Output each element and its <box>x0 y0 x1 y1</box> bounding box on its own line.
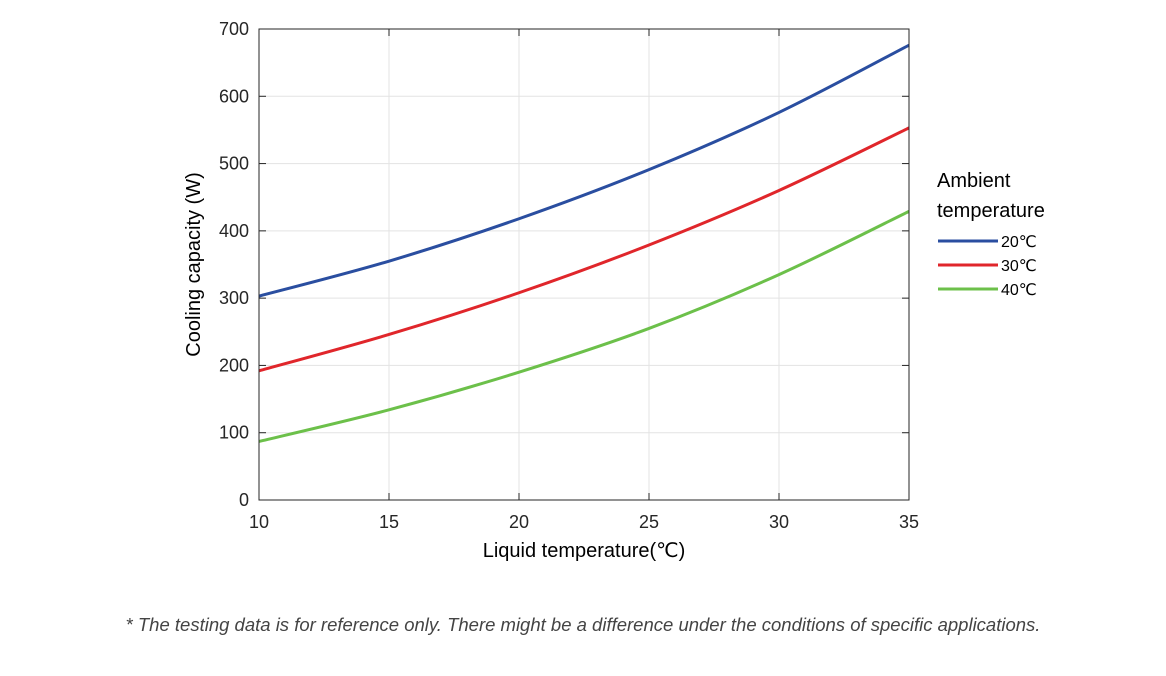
legend: Ambient temperature 20℃ 30℃ 40℃ <box>937 170 1045 299</box>
series-line-20℃ <box>258 43 910 298</box>
y-tick-label: 400 <box>219 221 249 241</box>
x-tick-label: 10 <box>249 512 269 532</box>
x-tick-label: 20 <box>509 512 529 532</box>
footnote: * The testing data is for reference only… <box>125 614 1041 635</box>
x-tick-label: 35 <box>899 512 919 532</box>
x-tick-label: 25 <box>639 512 659 532</box>
x-axis-title: Liquid temperature(℃) <box>483 540 686 562</box>
legend-title-line-2: temperature <box>937 200 1045 222</box>
x-tick-label: 30 <box>769 512 789 532</box>
y-tick-label: 600 <box>219 86 249 106</box>
series-line-40℃ <box>258 209 910 443</box>
y-tick-label: 300 <box>219 288 249 308</box>
grid <box>259 29 909 500</box>
plot-frame <box>258 28 910 501</box>
y-tick-label: 700 <box>219 19 249 39</box>
x-tick-label: 15 <box>379 512 399 532</box>
y-tick-label: 200 <box>219 355 249 375</box>
axis-ticks: 10 15 20 25 30 35 0 100 200 300 400 500 600 700 <box>219 19 919 532</box>
y-axis-title: Cooling capacity (W) <box>183 172 205 357</box>
legend-label: 20℃ <box>1001 234 1037 251</box>
series-line-30℃ <box>258 126 910 373</box>
legend-label: 40℃ <box>1001 282 1037 299</box>
legend-title-line-1: Ambient <box>937 170 1011 192</box>
y-tick-label: 500 <box>219 154 249 174</box>
series-lines <box>258 43 910 443</box>
chart: 10 15 20 25 30 35 0 100 200 300 400 500 600 700 Liqui… <box>183 19 1045 562</box>
legend-label: 30℃ <box>1001 258 1037 275</box>
legend-items: 20℃ 30℃ 40℃ <box>938 234 1037 299</box>
y-tick-label: 100 <box>219 423 249 443</box>
y-tick-label: 0 <box>239 490 249 510</box>
